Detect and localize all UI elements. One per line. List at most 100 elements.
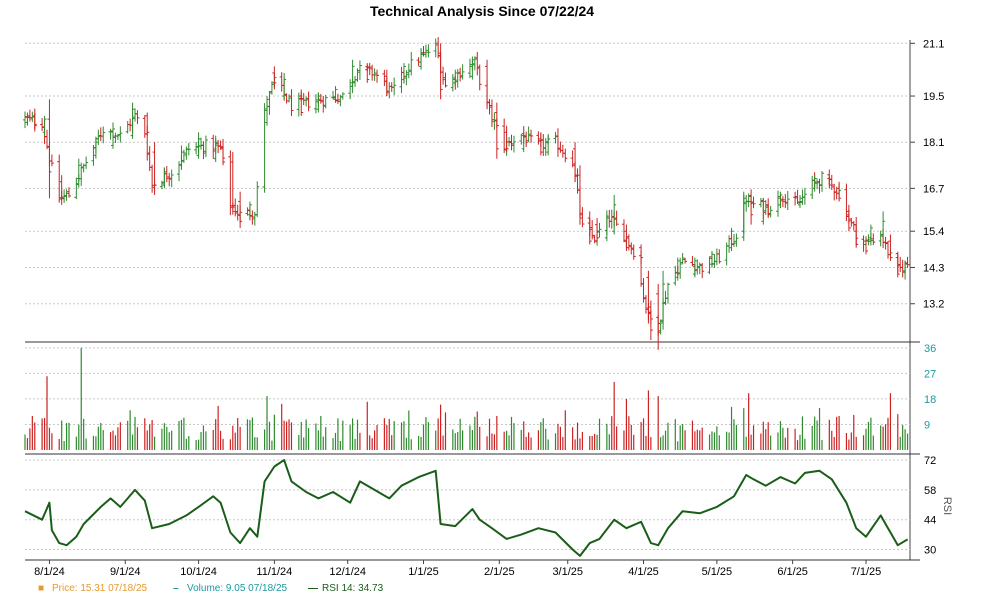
rsi-tick-label: 58 — [924, 485, 936, 497]
price-bar-up — [355, 68, 360, 82]
price-bar-up — [680, 252, 685, 265]
price-bar-up — [316, 92, 321, 113]
price-bar-up — [194, 141, 199, 155]
price-bar-up — [101, 126, 106, 144]
price-bar-down — [59, 175, 64, 205]
price-bar-up — [697, 262, 702, 275]
price-bar-down — [780, 196, 785, 208]
price-bar-up — [734, 233, 739, 247]
price-bar-down — [690, 255, 695, 267]
price-bar-up — [115, 134, 120, 140]
price-bar-down — [458, 67, 463, 82]
price-bar-up — [313, 94, 318, 114]
price-bar-up — [763, 200, 768, 215]
price-bar-down — [279, 72, 284, 92]
price-bar-down — [844, 183, 849, 222]
price-bar-down — [301, 93, 306, 106]
volume-tick-label: 36 — [924, 343, 936, 355]
price-bar-up — [673, 265, 678, 286]
price-bar-down — [201, 141, 206, 160]
price-bar-up — [186, 142, 191, 156]
price-bar-up — [450, 73, 455, 92]
price-bar-down — [700, 262, 705, 279]
x-tick-label: 11/1/24 — [256, 566, 292, 578]
price-bar-down — [524, 131, 529, 148]
price-bar-down — [384, 69, 389, 97]
price-bar-up — [460, 64, 465, 80]
price-bar-down — [529, 129, 534, 143]
price-bar-up — [162, 168, 167, 189]
price-bar-down — [783, 194, 788, 209]
price-bar-up — [744, 195, 749, 212]
price-bar-down — [504, 125, 509, 153]
price-bar-down — [863, 237, 868, 255]
price-bar-down — [793, 191, 798, 206]
price-panel — [23, 37, 910, 350]
price-bar-up — [433, 38, 438, 58]
price-bar-up — [472, 56, 477, 71]
price-bar-up — [695, 259, 700, 275]
price-bar-down — [150, 164, 155, 193]
volume-panel — [24, 347, 909, 450]
price-bar-down — [795, 189, 800, 205]
price-bar-down — [538, 132, 543, 156]
price-bar-up — [707, 256, 712, 274]
price-bar-up — [815, 178, 820, 190]
legend-marker: ■ — [38, 583, 44, 594]
price-bar-up — [118, 126, 123, 143]
volume-tick-label: 18 — [924, 394, 936, 406]
price-bar-up — [423, 44, 428, 58]
price-bar-up — [199, 137, 204, 150]
price-bar-down — [580, 207, 585, 228]
grid-lines — [25, 40, 920, 561]
price-bar-down — [614, 210, 619, 226]
price-bar-down — [45, 129, 50, 150]
price-bar-up — [758, 197, 763, 208]
legend-label: Price: 15.31 07/18/25 — [52, 583, 148, 594]
price-tick-label: 21.1 — [923, 38, 944, 50]
x-tick-label: 6/1/25 — [777, 566, 808, 578]
price-bar-down — [587, 211, 592, 245]
price-bar-up — [196, 132, 201, 159]
price-bar-down — [624, 224, 629, 251]
price-bar-down — [335, 93, 340, 104]
price-bar-up — [348, 79, 353, 100]
rsi-tick-label: 44 — [924, 515, 936, 527]
price-bar-down — [152, 142, 157, 195]
price-bar-down — [851, 221, 856, 231]
price-bar-up — [419, 49, 424, 70]
price-bar-up — [269, 81, 274, 95]
price-bar-up — [658, 319, 663, 335]
rsi-line — [24, 459, 909, 557]
price-bar-down — [837, 181, 842, 202]
price-bar-down — [375, 69, 380, 83]
x-tick-label: 12/1/24 — [329, 566, 366, 578]
price-bar-up — [868, 224, 873, 242]
price-tick-label: 14.3 — [923, 262, 944, 274]
price-bar-down — [573, 142, 578, 182]
price-bar-down — [560, 144, 565, 158]
price-bar-down — [883, 236, 888, 250]
price-bar-down — [441, 66, 446, 85]
price-bar-down — [751, 196, 756, 209]
chart-title: Technical Analysis Since 07/22/24 — [370, 3, 594, 19]
price-bar-down — [135, 110, 140, 125]
x-tick-label: 7/1/25 — [851, 566, 882, 578]
price-bar-up — [903, 260, 908, 275]
price-bar-up — [296, 92, 301, 117]
price-bar-down — [238, 191, 243, 228]
price-bar-down — [167, 172, 172, 187]
price-bar-down — [639, 244, 644, 265]
chart-legend: ■ Price: 15.31 07/18/25 – Volume: 9.05 07/1… — [38, 583, 384, 594]
legend-label: RSI 14: 34.73 — [322, 583, 384, 594]
price-bar-down — [321, 95, 326, 113]
price-bar-down — [306, 91, 311, 112]
price-bar-down — [577, 165, 582, 225]
price-bar-down — [67, 187, 72, 198]
price-bar-up — [604, 214, 609, 242]
price-bar-up — [265, 96, 270, 126]
price-bar-up — [111, 122, 116, 149]
price-bar-down — [32, 112, 37, 130]
price-bar-up — [609, 209, 614, 229]
price-bar-up — [304, 96, 309, 107]
